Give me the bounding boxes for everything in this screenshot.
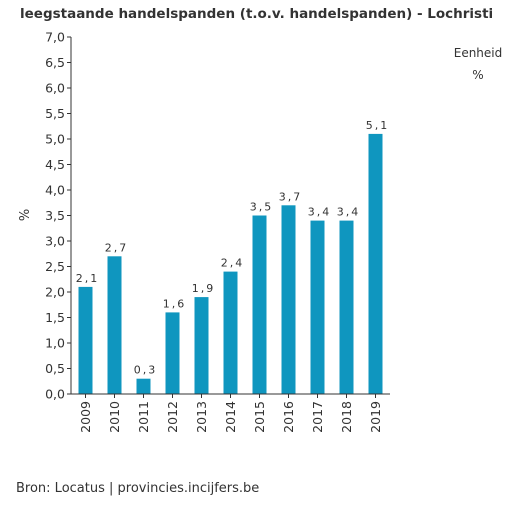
x-tick-label: 2012 bbox=[165, 401, 180, 433]
data-label: 1,6 bbox=[163, 297, 187, 310]
chart-title: leegstaande handelspanden (t.o.v. handel… bbox=[20, 6, 494, 22]
y-tick-label: 1,5 bbox=[45, 310, 65, 325]
data-label: 5,1 bbox=[366, 119, 390, 132]
x-tick-label: 2018 bbox=[339, 401, 354, 433]
y-tick-label: 5,0 bbox=[45, 132, 65, 147]
source-note: Bron: Locatus | provincies.incijfers.be bbox=[16, 481, 260, 496]
x-tick-label: 2019 bbox=[368, 401, 383, 433]
data-label: 2,7 bbox=[105, 241, 129, 254]
bar bbox=[252, 215, 267, 394]
y-tick-label: 0,5 bbox=[45, 361, 65, 376]
bar bbox=[223, 271, 238, 394]
data-label: 1,9 bbox=[192, 282, 216, 295]
data-label: 3,4 bbox=[337, 206, 361, 219]
data-label: 2,4 bbox=[221, 257, 245, 270]
y-tick-label: 2,5 bbox=[45, 259, 65, 274]
y-axis-label: % bbox=[18, 209, 33, 221]
bar bbox=[368, 133, 383, 394]
unit-label: Eenheid bbox=[453, 46, 503, 60]
y-tick-label: 6,0 bbox=[45, 81, 65, 96]
x-tick-label: 2010 bbox=[107, 401, 122, 433]
bar bbox=[310, 220, 325, 394]
bar bbox=[194, 297, 209, 394]
x-tick-label: 2011 bbox=[136, 401, 151, 433]
data-label: 3,7 bbox=[279, 190, 303, 203]
x-tick-label: 2017 bbox=[310, 401, 325, 433]
bar bbox=[281, 205, 296, 394]
y-tick-label: 4,5 bbox=[45, 157, 65, 172]
y-tick-label: 0,0 bbox=[45, 387, 65, 402]
y-tick-label: 1,0 bbox=[45, 336, 65, 351]
bar bbox=[165, 312, 180, 394]
x-tick-label: 2014 bbox=[223, 401, 238, 433]
y-tick-label: 4,0 bbox=[45, 183, 65, 198]
unit-value: % bbox=[472, 68, 484, 82]
data-label: 0,3 bbox=[134, 364, 158, 377]
bar bbox=[78, 286, 93, 394]
bar bbox=[136, 378, 151, 394]
data-labels: 2,1 2,7 0,3 1,6 1,9 2,4 3,5 3,7 3,4 3,4 5,1 bbox=[76, 119, 390, 377]
y-tick-label: 7,0 bbox=[45, 30, 65, 45]
x-tick-label: 2016 bbox=[281, 401, 296, 433]
x-tick-label: 2009 bbox=[78, 401, 93, 433]
bars bbox=[78, 133, 383, 394]
y-tick-label: 3,5 bbox=[45, 208, 65, 223]
data-label: 3,4 bbox=[308, 206, 332, 219]
bar bbox=[107, 256, 122, 394]
y-axis-ticks: 0,0 0,5 1,0 1,5 2,0 2,5 3,0 3,5 4,0 4,5 5,0 5,5 6,0 6… bbox=[45, 30, 71, 402]
x-tick-label: 2013 bbox=[194, 401, 209, 433]
unit-legend: Eenheid % bbox=[448, 42, 508, 86]
x-tick-label: 2015 bbox=[252, 401, 267, 433]
y-tick-label: 5,5 bbox=[45, 106, 65, 121]
x-axis-ticks: 2009 2010 2011 2012 2013 2014 2015 2016 2017 2018… bbox=[78, 394, 383, 433]
data-label: 3,5 bbox=[250, 201, 274, 214]
y-tick-label: 6,5 bbox=[45, 55, 65, 70]
y-tick-label: 3,0 bbox=[45, 234, 65, 249]
y-tick-label: 2,0 bbox=[45, 285, 65, 300]
data-label: 2,1 bbox=[76, 272, 100, 285]
bar bbox=[339, 220, 354, 394]
